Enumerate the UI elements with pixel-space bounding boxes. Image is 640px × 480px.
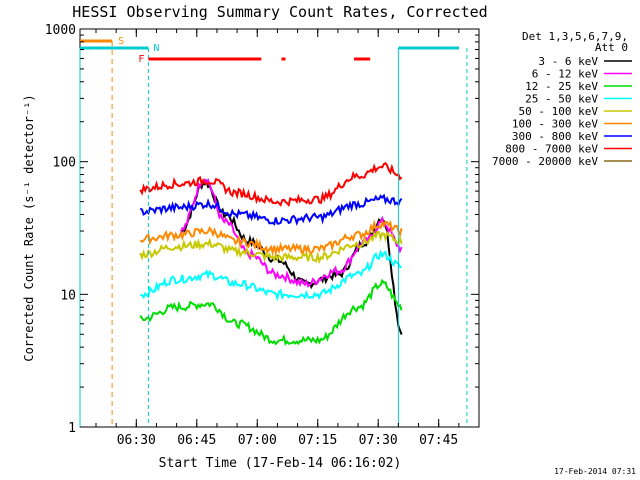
saa-label: S: [118, 36, 124, 47]
y-axis: 1 10 100 1000: [45, 23, 479, 436]
night-label: N: [153, 43, 159, 54]
y-tick-label: 1: [68, 421, 76, 436]
y-tick-label: 10: [60, 288, 76, 303]
series-line: [139, 161, 403, 208]
y-tick-label: 1000: [45, 23, 76, 38]
y-tick-label: 100: [53, 156, 76, 171]
plot-border: [79, 28, 480, 428]
legend-label: 6 - 12 keV: [532, 68, 599, 81]
x-axis-label: Start Time (17-Feb-14 06:16:02): [159, 456, 402, 471]
annotation-layer: N S F: [79, 36, 468, 427]
data-layer: [139, 161, 403, 346]
legend-label: 7000 - 20000 keV: [492, 155, 598, 168]
x-tick-label: 07:30: [359, 433, 398, 448]
legend-header: Det 1,3,5,6,7,9,: [522, 30, 628, 43]
y-axis-label: Corrected Count Rate (s⁻¹ detector⁻¹): [22, 94, 36, 361]
series-line: [139, 278, 403, 346]
flare-label: F: [138, 54, 144, 65]
x-tick-label: 07:00: [238, 433, 277, 448]
legend-label: 3 - 6 keV: [538, 55, 598, 68]
legend-label: 25 - 50 keV: [525, 93, 598, 106]
series-line: [140, 249, 402, 302]
legend-label: 50 - 100 keV: [519, 105, 599, 118]
x-tick-label: 06:45: [177, 433, 216, 448]
legend-label: 800 - 7000 keV: [505, 143, 598, 156]
legend-label: 100 - 300 keV: [512, 118, 598, 131]
series-line: [139, 193, 403, 226]
legend-label: 300 - 800 keV: [512, 130, 598, 143]
x-tick-label: 07:15: [298, 433, 337, 448]
plot-area: [79, 28, 480, 428]
x-tick-label: 06:30: [117, 433, 156, 448]
chart-title: HESSI Observing Summary Count Rates, Cor…: [72, 3, 487, 21]
x-tick-label: 07:45: [419, 433, 458, 448]
series-line: [139, 230, 403, 265]
x-axis: 06:30 06:45 07:00 07:15 07:30 07:45: [95, 29, 480, 448]
series-line: [139, 219, 403, 257]
legend-header: Att 0: [595, 41, 628, 54]
legend-label: 12 - 25 keV: [525, 80, 598, 93]
series-line: [180, 178, 403, 335]
footer-timestamp: 17-Feb-2014 07:31: [554, 467, 636, 476]
